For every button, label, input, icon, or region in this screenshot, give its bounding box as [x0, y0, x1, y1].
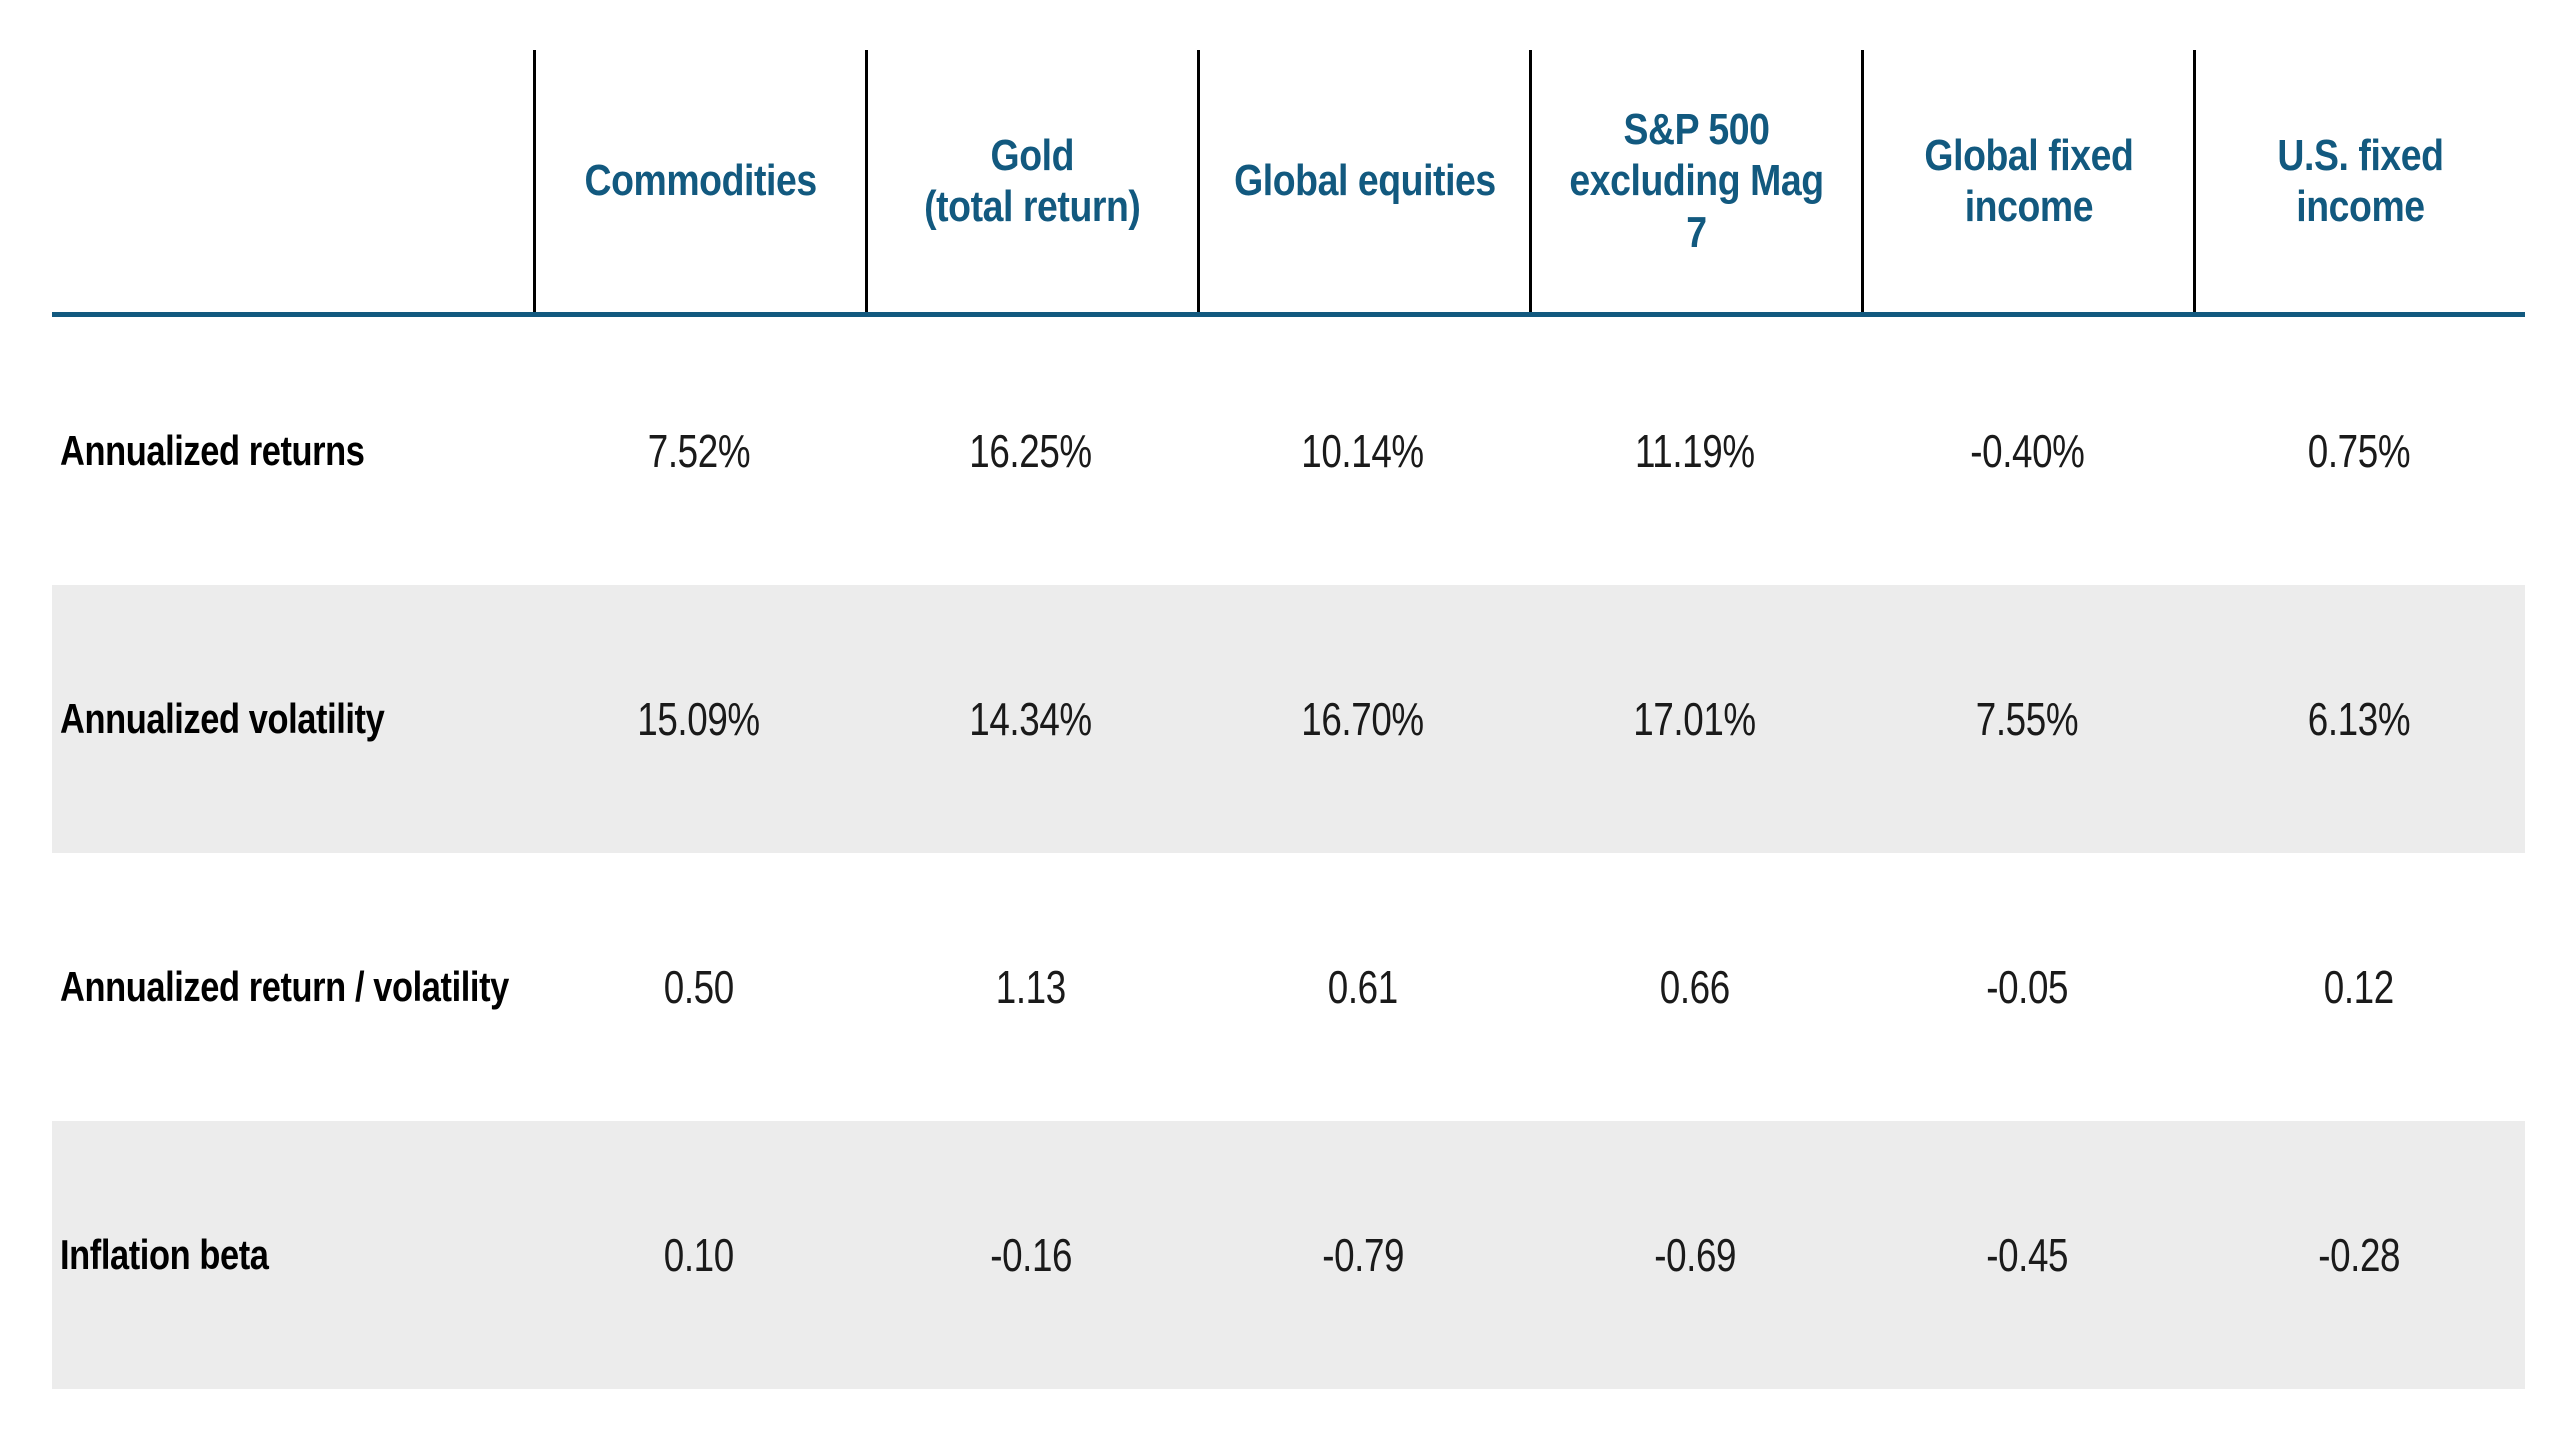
cell-value: -0.40% [1969, 425, 2085, 477]
cell-value: 16.70% [1301, 693, 1425, 745]
row-label: Annualized return / volatility [60, 963, 509, 1010]
value-cell: 0.61 [1197, 960, 1529, 1014]
performance-table: Commodities Gold (total return) Global e… [52, 0, 2525, 1389]
value-cell: 16.25% [865, 424, 1197, 478]
table-header-row: Commodities Gold (total return) Global e… [52, 0, 2525, 317]
row-label-cell: Annualized volatility [52, 695, 533, 743]
table-row-annualized-volatility: Annualized volatility 15.09% 14.34% 16.7… [52, 585, 2525, 853]
cell-value: -0.05 [1986, 961, 2068, 1013]
value-cell: -0.28 [2193, 1228, 2525, 1282]
value-cell: -0.45 [1861, 1228, 2193, 1282]
cell-value: 14.34% [969, 693, 1093, 745]
value-cell: 0.66 [1529, 960, 1861, 1014]
cell-value: 0.50 [663, 961, 735, 1013]
cell-value: -0.16 [990, 1229, 1072, 1281]
cell-value: 0.61 [1327, 961, 1399, 1013]
value-cell: -0.16 [865, 1228, 1197, 1282]
cell-value: -0.45 [1986, 1229, 2068, 1281]
column-header-label: U.S. fixed income [2277, 130, 2444, 231]
header-corner-cell [52, 50, 533, 312]
cell-value: 17.01% [1633, 693, 1757, 745]
value-cell: 10.14% [1197, 424, 1529, 478]
row-label: Annualized returns [60, 427, 365, 474]
row-label-cell: Inflation beta [52, 1231, 533, 1279]
table-row-inflation-beta: Inflation beta 0.10 -0.16 -0.79 -0.69 -0… [52, 1121, 2525, 1389]
value-cell: 7.55% [1861, 692, 2193, 746]
cell-value: 0.66 [1659, 961, 1731, 1013]
column-header-sp500-excluding-mag7: S&P 500 excluding Mag 7 [1529, 50, 1861, 312]
column-header-label: Global fixed income [1924, 130, 2133, 231]
column-header-label: S&P 500 excluding Mag 7 [1569, 105, 1824, 257]
column-header-commodities: Commodities [533, 50, 865, 312]
cell-value: 7.52% [647, 425, 751, 477]
column-header-global-fixed-income: Global fixed income [1861, 50, 2193, 312]
value-cell: 0.10 [533, 1228, 865, 1282]
value-cell: 14.34% [865, 692, 1197, 746]
column-header-gold-total-return: Gold (total return) [865, 50, 1197, 312]
column-header-label: Gold (total return) [924, 130, 1141, 231]
cell-value: 6.13% [2307, 693, 2411, 745]
value-cell: 6.13% [2193, 692, 2525, 746]
value-cell: 11.19% [1529, 424, 1861, 478]
value-cell: -0.69 [1529, 1228, 1861, 1282]
cell-value: 16.25% [969, 425, 1093, 477]
cell-value: 10.14% [1301, 425, 1425, 477]
cell-value: 11.19% [1635, 425, 1755, 477]
cell-value: -0.69 [1654, 1229, 1736, 1281]
value-cell: 0.12 [2193, 960, 2525, 1014]
table-row-annualized-return-volatility: Annualized return / volatility 0.50 1.13… [52, 853, 2525, 1121]
value-cell: 1.13 [865, 960, 1197, 1014]
cell-value: -0.28 [2318, 1229, 2400, 1281]
row-label-cell: Annualized returns [52, 427, 533, 475]
table-row-annualized-returns: Annualized returns 7.52% 16.25% 10.14% 1… [52, 317, 2525, 585]
value-cell: 16.70% [1197, 692, 1529, 746]
value-cell: 17.01% [1529, 692, 1861, 746]
cell-value: 0.12 [2323, 961, 2395, 1013]
row-label: Inflation beta [60, 1231, 269, 1278]
value-cell: 7.52% [533, 424, 865, 478]
column-header-label: Commodities [584, 156, 817, 206]
value-cell: 0.75% [2193, 424, 2525, 478]
cell-value: -0.79 [1322, 1229, 1404, 1281]
row-label-cell: Annualized return / volatility [52, 963, 533, 1011]
value-cell: -0.40% [1861, 424, 2193, 478]
column-header-global-equities: Global equities [1197, 50, 1529, 312]
cell-value: 15.09% [637, 693, 761, 745]
value-cell: 0.50 [533, 960, 865, 1014]
value-cell: 15.09% [533, 692, 865, 746]
value-cell: -0.05 [1861, 960, 2193, 1014]
column-header-us-fixed-income: U.S. fixed income [2193, 50, 2525, 312]
cell-value: 1.13 [995, 961, 1067, 1013]
cell-value: 0.10 [663, 1229, 735, 1281]
column-header-label: Global equities [1233, 156, 1496, 206]
value-cell: -0.79 [1197, 1228, 1529, 1282]
cell-value: 7.55% [1975, 693, 2079, 745]
row-label: Annualized volatility [60, 695, 385, 742]
cell-value: 0.75% [2307, 425, 2411, 477]
